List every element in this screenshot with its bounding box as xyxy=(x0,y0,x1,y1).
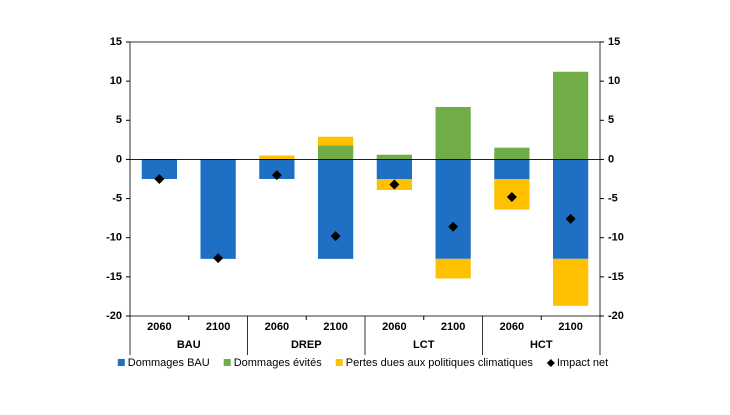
y2-tick-label: -15 xyxy=(608,271,624,283)
y-tick-label: 0 xyxy=(116,153,122,165)
legend-label: Dommages BAU xyxy=(128,357,210,369)
bar xyxy=(494,147,530,160)
legend-item: Pertes dues aux politiques climatiques xyxy=(335,357,534,369)
bar xyxy=(553,258,589,306)
legend-marker xyxy=(335,359,343,366)
bar xyxy=(259,155,295,160)
bar xyxy=(435,106,471,160)
diamond-marker xyxy=(271,170,282,181)
diamond-marker xyxy=(389,179,400,190)
y2-tick-label: 0 xyxy=(608,153,614,165)
y-tick-label: 5 xyxy=(116,114,122,126)
y-tick-label: -10 xyxy=(106,232,122,244)
x-tick-label: 2100 xyxy=(323,321,347,333)
bar xyxy=(318,159,354,259)
y2-tick-label: -5 xyxy=(608,192,618,204)
bar xyxy=(553,159,589,259)
legend-marker xyxy=(223,359,231,366)
legend-label: Dommages évités xyxy=(234,357,323,369)
bar xyxy=(259,159,295,179)
x-tick-label: 2060 xyxy=(265,321,289,333)
y-tick-label: -20 xyxy=(106,310,122,322)
bar xyxy=(318,145,354,160)
x-tick-label: 2060 xyxy=(147,321,171,333)
y2-tick-label: 5 xyxy=(608,114,614,126)
legend-item: Dommages BAU xyxy=(117,357,210,369)
bar xyxy=(200,159,236,259)
x-tick-label: 2100 xyxy=(206,321,230,333)
x-tick-label: 2060 xyxy=(382,321,406,333)
legend-item: Impact net xyxy=(546,357,608,369)
y2-tick-label: -20 xyxy=(608,310,624,322)
group-label: DREP xyxy=(291,339,322,351)
bar xyxy=(553,71,589,160)
legend-item: Dommages évités xyxy=(223,357,323,369)
y-tick-label: -15 xyxy=(106,271,122,283)
group-label: HCT xyxy=(530,339,553,351)
bar xyxy=(435,159,471,259)
legend-label: Pertes dues aux politiques climatiques xyxy=(346,357,534,369)
group-label: LCT xyxy=(413,339,435,351)
diamond-marker xyxy=(330,231,341,242)
legend-marker xyxy=(117,359,125,366)
x-tick-label: 2060 xyxy=(500,321,524,333)
y-tick-label: 10 xyxy=(110,75,122,87)
bar xyxy=(376,154,412,160)
diamond-marker xyxy=(213,253,224,264)
group-label: BAU xyxy=(177,339,201,351)
bar xyxy=(141,159,177,179)
bar xyxy=(376,159,412,179)
legend-marker xyxy=(546,359,555,367)
y-tick-label: -5 xyxy=(112,192,122,204)
x-tick-label: 2100 xyxy=(558,321,582,333)
bar xyxy=(318,136,354,146)
y2-tick-label: -10 xyxy=(608,232,624,244)
legend-label: Impact net xyxy=(557,357,608,369)
diamond-marker xyxy=(565,213,576,224)
y-tick-label: 15 xyxy=(110,36,122,48)
diamond-marker xyxy=(154,174,165,184)
bar xyxy=(435,258,471,279)
y2-tick-label: 10 xyxy=(608,75,620,87)
diamond-marker xyxy=(448,221,459,232)
diamond-marker xyxy=(506,192,517,203)
x-tick-label: 2100 xyxy=(441,321,465,333)
y2-tick-label: 15 xyxy=(608,36,620,48)
bar xyxy=(494,159,530,179)
